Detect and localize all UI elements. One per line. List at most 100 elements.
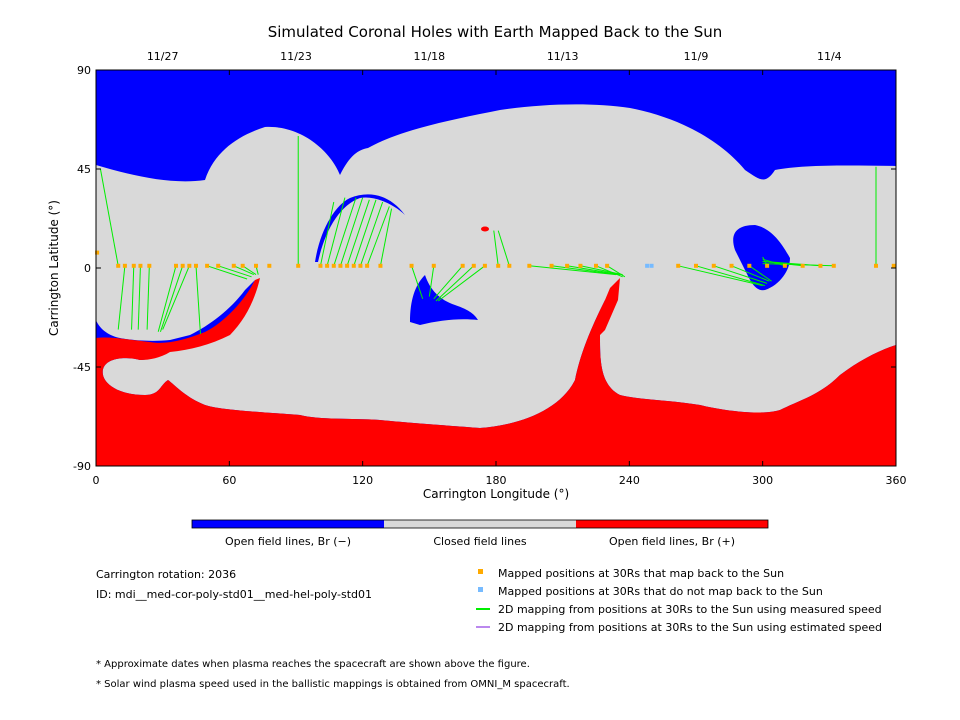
footnote-speed: * Solar wind plasma speed used in the ba…	[96, 679, 570, 690]
mapped-point	[605, 263, 610, 268]
x-tick-label: 360	[886, 474, 907, 487]
mapped-point	[565, 263, 570, 268]
date-label: 11/27	[147, 50, 179, 63]
mapped-point	[496, 263, 501, 268]
mapping-line	[157, 265, 177, 332]
y-tick-label: 90	[77, 64, 91, 77]
y-tick-label: 0	[84, 262, 91, 275]
mapped-point	[818, 263, 823, 268]
mapping-line	[497, 230, 510, 266]
carrington-rotation: Carrington rotation: 2036	[96, 568, 237, 581]
mapped-point	[365, 263, 370, 268]
mapped-point	[122, 263, 127, 268]
mapped-point	[549, 263, 554, 268]
colorbar-segment	[384, 520, 576, 528]
negative-hole-north	[315, 194, 405, 262]
mapping-line	[146, 265, 150, 330]
top-date-labels: 11/27 11/23 11/18 11/13 11/9 11/4	[147, 50, 842, 63]
x-tick-label: 240	[619, 474, 640, 487]
x-tick-label: 60	[222, 474, 236, 487]
mapped-point	[800, 263, 805, 268]
mapped-point	[471, 263, 476, 268]
mapping-line	[437, 265, 486, 302]
date-label: 11/4	[817, 50, 842, 63]
mapping-line	[713, 265, 768, 284]
mapping-line	[162, 265, 190, 330]
mapped-point	[694, 263, 698, 268]
mapping-lines	[99, 136, 877, 335]
legend-label: 2D mapping from positions at 30Rs to the…	[498, 621, 882, 634]
mapped-point	[527, 263, 532, 268]
colorbar-segment	[576, 520, 768, 528]
mapping-line	[131, 265, 135, 330]
mapped-point	[782, 263, 787, 268]
mapping-line	[435, 265, 475, 302]
mapped-point	[254, 263, 258, 268]
mapping-line	[433, 265, 464, 300]
mapping-line	[117, 265, 126, 330]
mapping-line	[366, 206, 390, 266]
colorbar-label: Open field lines, Br (+)	[609, 535, 735, 548]
x-tick-label: 120	[352, 474, 373, 487]
mapped-point	[729, 263, 734, 268]
mapped-point	[240, 263, 245, 268]
chart-title: Simulated Coronal Holes with Earth Mappe…	[268, 23, 723, 41]
mapping-line	[353, 199, 377, 266]
date-label: 11/13	[547, 50, 579, 63]
legend-marker	[478, 587, 483, 592]
mapping-line	[195, 265, 201, 335]
mapped-point	[676, 263, 681, 268]
mapping-line	[595, 265, 623, 278]
run-info: Carrington rotation: 2036 ID: mdi__med-c…	[96, 565, 372, 605]
y-axis-label: Carrington Latitude (°)	[47, 200, 61, 336]
mapping-line	[159, 265, 184, 332]
legend-label: Mapped positions at 30Rs that do not map…	[498, 585, 823, 598]
mapping-line	[606, 265, 626, 278]
mapped-point	[131, 263, 136, 268]
mapped-point	[594, 263, 598, 268]
mapping-line	[379, 208, 393, 266]
mapping-line	[411, 265, 424, 299]
colorbar-label: Closed field lines	[433, 535, 527, 548]
x-axis-ticks: 0 60 120 180 240 300 360	[93, 70, 907, 487]
mapped-point	[345, 263, 350, 268]
unmapped-point	[649, 263, 654, 268]
y-tick-label: -45	[73, 361, 91, 374]
x-tick-label: 300	[752, 474, 773, 487]
mapping-line	[346, 199, 370, 266]
mapping-line	[319, 201, 335, 266]
mapped-point	[358, 263, 363, 268]
negative-hole-east	[733, 225, 790, 291]
mapping-line	[749, 265, 772, 282]
mapped-point	[431, 263, 436, 268]
mapped-point	[891, 263, 896, 268]
mapped-point	[338, 263, 343, 268]
x-axis-label: Carrington Longitude (°)	[423, 487, 569, 501]
mapped-point	[174, 263, 178, 268]
mapped-point	[194, 263, 198, 268]
mapped-points	[95, 250, 896, 268]
x-tick-label: 0	[93, 474, 100, 487]
mapped-point	[711, 263, 716, 268]
footnote-dates: * Approximate dates when plasma reaches …	[96, 659, 530, 670]
mapped-point	[482, 263, 487, 268]
mapped-point	[180, 263, 185, 268]
mapped-point	[874, 263, 878, 268]
mapped-point	[409, 263, 414, 268]
positive-spot	[481, 226, 489, 232]
negative-hole-mid	[410, 275, 478, 325]
y-tick-label: -90	[73, 460, 91, 473]
mapped-point	[267, 263, 272, 268]
mapping-line	[359, 201, 384, 266]
legend: Mapped positions at 30Rs that map back t…	[476, 567, 882, 634]
mapping-line	[206, 265, 248, 280]
mapped-point	[747, 263, 752, 268]
mapping-line	[99, 168, 119, 266]
mapping-line	[731, 265, 770, 282]
mapping-line	[529, 265, 617, 276]
x-tick-label: 180	[486, 474, 507, 487]
mapped-point	[296, 263, 301, 268]
mapped-point	[147, 263, 152, 268]
mapping-line	[428, 265, 435, 297]
mapped-point	[325, 263, 330, 268]
